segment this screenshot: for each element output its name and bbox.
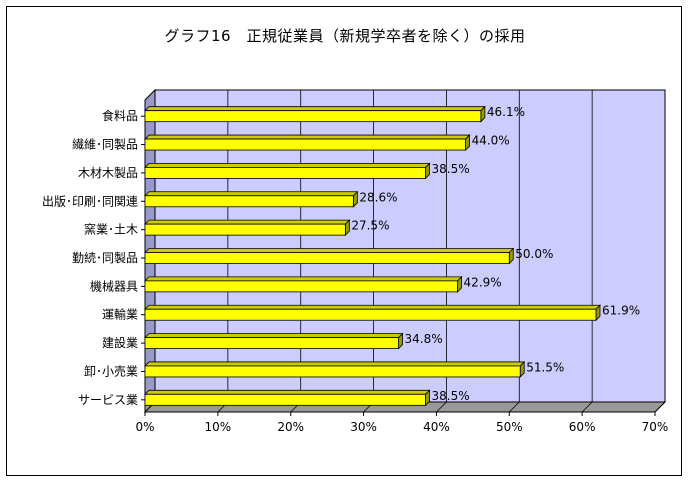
bar-top [144, 191, 359, 197]
bar-top [144, 361, 526, 367]
data-label: 44.0% [472, 134, 510, 148]
bar-top [144, 219, 351, 225]
x-tick-label: 30% [350, 420, 377, 434]
category-label: 木材木製品 [78, 166, 138, 180]
bar [144, 280, 458, 293]
bar-top [144, 134, 471, 140]
bar [144, 110, 482, 123]
x-tick-label: 20% [277, 420, 304, 434]
category-label: 窯業･土木 [84, 222, 138, 237]
data-label: 38.5% [432, 389, 470, 403]
gridline-floor [581, 401, 593, 413]
bar-top [144, 304, 601, 310]
category-label: 運輸業 [102, 307, 138, 322]
bar [144, 138, 466, 151]
bar-top [144, 163, 431, 168]
category-label: 繊維･同製品 [72, 138, 138, 152]
bar [144, 337, 399, 349]
bar [144, 252, 510, 264]
x-tick-label: 60% [569, 420, 596, 434]
chart-title: グラフ16 正規従業員（新規学卒者を除く）の採用 [164, 27, 526, 45]
data-label: 61.9% [602, 304, 640, 318]
category-label: 出版･印刷･同関連 [42, 194, 138, 208]
bar-top [144, 333, 404, 338]
gridline-floor [654, 401, 666, 413]
bar [144, 308, 597, 321]
data-label: 38.5% [432, 162, 470, 176]
category-label: 食料品 [102, 108, 138, 123]
data-label: 34.8% [405, 332, 443, 346]
bar [144, 195, 354, 208]
gridline-floor [436, 401, 447, 413]
x-tick-label: 0% [135, 420, 154, 434]
bar-top [144, 106, 486, 112]
category-label: サービス業 [78, 393, 138, 407]
bar-top [144, 276, 463, 282]
bar [144, 393, 426, 406]
category-label: 建設業 [102, 335, 138, 350]
bar-top [144, 389, 431, 395]
category-label: 機械器具 [90, 278, 138, 293]
data-label: 28.6% [359, 190, 397, 204]
category-label: 勤続･同製品 [72, 251, 138, 265]
data-label: 50.0% [515, 247, 553, 261]
x-tick-label: 50% [496, 420, 523, 434]
bar [144, 167, 426, 179]
data-label: 42.9% [464, 275, 502, 289]
x-tick-label: 40% [423, 420, 450, 434]
bar [144, 365, 521, 378]
bar-top [144, 248, 515, 253]
gridline-floor [509, 401, 520, 413]
x-tick-label: 70% [642, 420, 669, 434]
data-label: 51.5% [526, 360, 564, 374]
data-label: 27.5% [351, 219, 389, 233]
x-tick-label: 10% [205, 420, 232, 434]
data-label: 46.1% [487, 105, 525, 119]
bar [144, 223, 346, 236]
category-label: 卸･小売業 [84, 363, 138, 378]
